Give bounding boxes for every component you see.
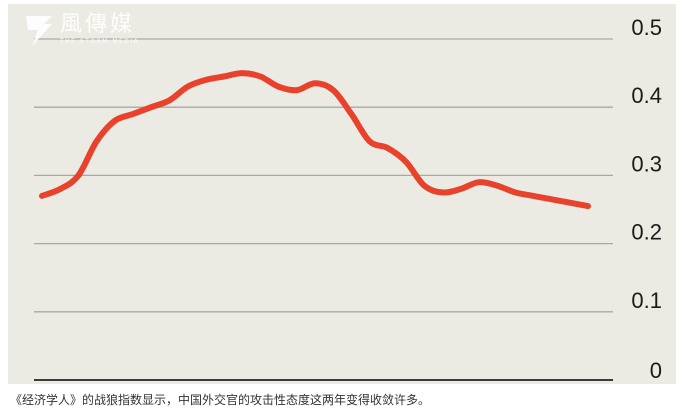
line-chart: 0 0.1 0.2 0.3 0.4 0.5	[34, 15, 662, 383]
series-line-0	[39, 70, 591, 210]
y-tick-label: 0.3	[631, 151, 662, 176]
logo-name: 風傳媒	[60, 12, 136, 37]
storm-logo-icon	[26, 16, 52, 46]
grid-lines	[34, 38, 613, 381]
chart-panel: 0 0.1 0.2 0.3 0.4 0.5 風傳媒 THE STORM MEDIA	[8, 4, 676, 384]
y-tick-labels: 0 0.1 0.2 0.3 0.4 0.5	[631, 15, 662, 383]
y-tick-label: 0.5	[631, 15, 662, 40]
y-tick-label: 0	[650, 358, 662, 383]
y-tick-label: 0.4	[631, 83, 662, 108]
y-tick-label: 0.1	[631, 288, 662, 313]
series-layer	[39, 70, 591, 210]
y-tick-label: 0.2	[631, 220, 662, 245]
figure-caption: 《经济学人》的战狼指数显示，中国外交官的攻击性态度这两年变得收敛许多。	[10, 393, 431, 407]
media-logo: 風傳媒 THE STORM MEDIA	[22, 12, 139, 48]
logo-subtitle: THE STORM MEDIA	[60, 38, 140, 45]
